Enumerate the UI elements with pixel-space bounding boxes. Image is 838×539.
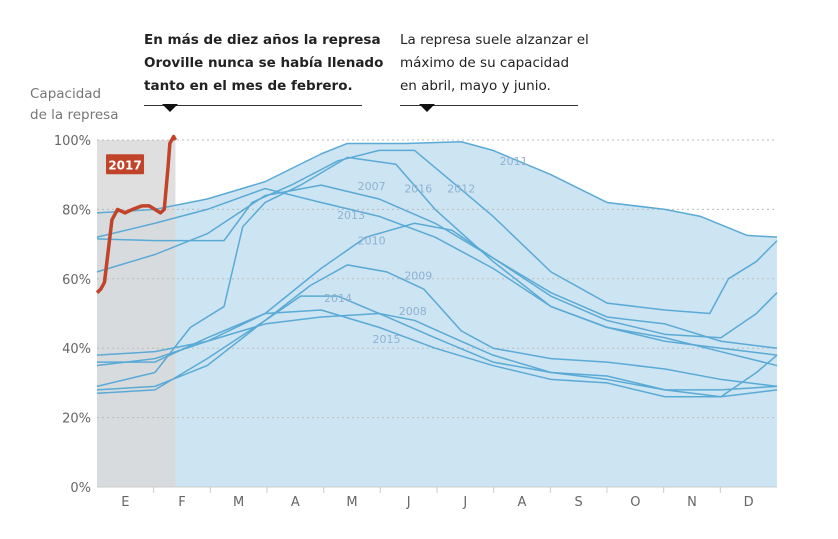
range-area [97,141,777,487]
february-annotation: En más de diez años la represa Oroville … [144,29,384,106]
series-label-2011: 2011 [500,155,528,168]
series-label-2010: 2010 [358,235,386,248]
series-label-2013: 2013 [337,209,365,222]
annotation-rule [144,105,362,106]
peak-annotation: La represa suele alzanzar el máximo de s… [400,29,589,106]
x-tick-label: F [178,495,185,510]
x-tick-label: J [406,495,411,510]
x-tick-label: E [121,495,129,510]
x-tick-label: N [687,495,697,510]
y-axis-title-line: de la represa [30,107,119,123]
series-label-2014: 2014 [324,292,352,305]
y-tick-label: 0% [70,481,91,496]
x-tick-label: J [462,495,467,510]
x-tick-label: A [291,495,300,510]
y-tick-label: 60% [62,273,91,288]
series-label-2016: 2016 [404,183,432,196]
series-line-2010 [96,222,778,356]
series-label-2017: 2017 [108,158,141,172]
x-tick-label: M [346,495,357,510]
series-label-2007: 2007 [358,180,386,193]
x-tick-label: A [518,495,527,510]
annotation-rule [400,105,578,106]
series-label-2012: 2012 [447,183,475,196]
to-date-shade [97,140,176,487]
series-line-2009 [96,264,778,391]
x-tick-label: M [233,495,244,510]
x-tick-label: S [575,495,583,510]
series-line-2013 [96,187,778,367]
annotation-line: tanto en el mes de febrero. [144,78,353,94]
x-tick-label: O [630,495,640,510]
annotation-line: en abril, mayo y junio. [400,78,551,94]
series-line-2008 [96,312,778,391]
y-axis-title: Capacidad de la represa [30,84,118,126]
annotation-line: Oroville nunca se había llenado [144,55,384,71]
series-label-2008: 2008 [399,305,427,318]
y-axis-title-line: Capacidad [30,86,102,102]
annotation-line: En más de diez años la represa [144,32,381,48]
series-label-2009: 2009 [404,269,432,282]
series-label-2015: 2015 [373,333,401,346]
x-tick-label: D [744,495,754,510]
pointer-triangle-icon [419,104,435,112]
series-line-2011 [96,140,778,238]
pointer-triangle-icon [162,104,178,112]
highlight-label-box [106,154,145,175]
series-line-2016 [96,156,778,388]
y-tick-label: 20% [62,412,91,427]
series-line-2007 [96,184,778,349]
series-line-2015 [97,309,778,398]
y-tick-label: 40% [62,342,91,357]
annotation-line: La represa suele alzanzar el [400,32,589,48]
y-tick-label: 100% [54,134,91,149]
y-tick-label: 80% [62,203,91,218]
annotation-line: máximo de su capacidad [400,55,570,71]
series-line-2017 [95,134,178,294]
series-line-2012 [96,149,778,315]
